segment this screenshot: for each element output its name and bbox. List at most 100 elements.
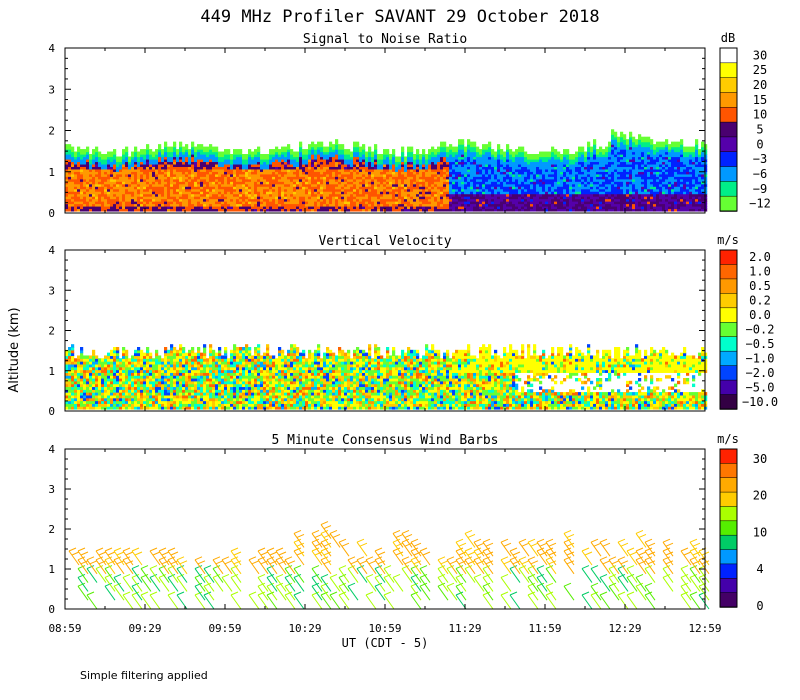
- snr-cell: [596, 205, 600, 210]
- snr-cell: [458, 198, 462, 202]
- snr-cell: [530, 198, 534, 202]
- snr-cell: [518, 203, 522, 207]
- snr-cell: [251, 171, 255, 175]
- snr-cell: [611, 144, 615, 148]
- snr-cell: [74, 183, 78, 187]
- snr-cell: [131, 181, 135, 185]
- snr-cell: [350, 201, 354, 205]
- snr-cell: [218, 208, 222, 212]
- snr-cell: [128, 193, 132, 197]
- snr-cell: [605, 156, 609, 160]
- snr-cell: [260, 203, 264, 207]
- snr-cell: [206, 173, 210, 177]
- snr-cell: [299, 208, 303, 212]
- snr-cell: [275, 191, 279, 195]
- snr-cell: [557, 176, 561, 180]
- snr-cell: [362, 151, 366, 155]
- snr-cell: [347, 168, 351, 172]
- snr-cell: [191, 151, 195, 155]
- snr-cell: [338, 178, 342, 182]
- snr-cell: [296, 178, 300, 182]
- snr-cell: [611, 205, 615, 210]
- snr-cell: [452, 178, 456, 182]
- snr-cell: [233, 198, 237, 202]
- snr-cell: [554, 193, 558, 197]
- snr-cell: [179, 158, 183, 163]
- snr-cell: [422, 188, 426, 192]
- snr-cell: [560, 201, 564, 205]
- snr-cell: [590, 186, 594, 190]
- snr-cell: [512, 156, 516, 160]
- snr-cell: [239, 188, 243, 192]
- snr-cell: [125, 186, 129, 190]
- snr-cell: [434, 161, 438, 165]
- snr-cell: [158, 149, 162, 153]
- snr-cell: [254, 205, 258, 210]
- snr-cell: [395, 168, 399, 172]
- snr-cell: [485, 149, 489, 153]
- snr-cell: [191, 156, 195, 160]
- snr-cell: [125, 149, 129, 153]
- snr-cell: [299, 141, 303, 145]
- snr-cell: [92, 186, 96, 190]
- snr-cell: [602, 158, 606, 163]
- snr-cell: [440, 186, 444, 190]
- snr-cell: [353, 173, 357, 177]
- snr-cell: [416, 191, 420, 195]
- snr-cell: [230, 183, 234, 187]
- snr-cell: [272, 191, 276, 195]
- snr-cell: [245, 163, 249, 167]
- snr-cell: [128, 196, 132, 200]
- snr-cell: [404, 166, 408, 170]
- snr-cell: [521, 176, 525, 180]
- snr-cell: [395, 203, 399, 207]
- snr-cell: [125, 191, 129, 195]
- snr-cell: [548, 176, 552, 180]
- snr-cell: [179, 208, 183, 212]
- snr-cell: [212, 201, 216, 205]
- snr-cell: [356, 173, 360, 177]
- snr-cell: [122, 203, 126, 207]
- snr-cell: [473, 198, 477, 202]
- snr-cell: [344, 166, 348, 170]
- snr-cell: [116, 205, 120, 210]
- snr-cell: [311, 193, 315, 197]
- snr-cell: [494, 163, 498, 167]
- snr-cell: [77, 163, 81, 167]
- snr-cell: [101, 186, 105, 190]
- snr-cell: [569, 166, 573, 170]
- snr-cell: [575, 166, 579, 170]
- snr-cell: [494, 191, 498, 195]
- snr-cell: [479, 163, 483, 167]
- snr-cell: [128, 205, 132, 210]
- snr-cell: [545, 198, 549, 202]
- snr-cell: [392, 151, 396, 155]
- snr-cell: [170, 154, 174, 158]
- snr-cell: [482, 154, 486, 158]
- snr-cell: [350, 181, 354, 185]
- snr-cell: [473, 196, 477, 200]
- snr-cell: [587, 176, 591, 180]
- snr-cell: [494, 166, 498, 170]
- snr-cell: [638, 208, 642, 212]
- snr-cell: [638, 139, 642, 143]
- snr-cell: [506, 149, 510, 153]
- snr-cell: [296, 205, 300, 210]
- snr-cell: [203, 198, 207, 202]
- snr-cell: [170, 161, 174, 165]
- snr-cell: [494, 171, 498, 175]
- snr-cell: [143, 166, 147, 170]
- snr-cell: [251, 203, 255, 207]
- snr-cell: [281, 201, 285, 205]
- snr-cell: [197, 201, 201, 205]
- snr-cell: [179, 144, 183, 148]
- snr-cell: [518, 196, 522, 200]
- snr-cell: [458, 144, 462, 148]
- snr-cell: [257, 166, 261, 170]
- snr-cell: [590, 158, 594, 163]
- snr-cell: [224, 171, 228, 175]
- snr-cell: [467, 166, 471, 170]
- snr-cell: [110, 191, 114, 195]
- snr-cell: [341, 168, 345, 172]
- snr-cell: [614, 146, 618, 150]
